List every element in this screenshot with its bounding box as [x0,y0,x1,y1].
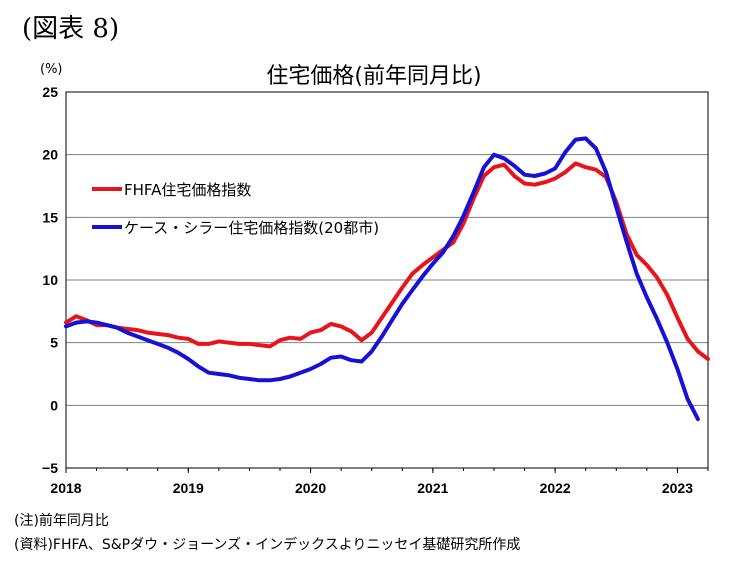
axes: 25 20 15 10 5 0 −5 2018 2019 2020 2021 2022 2023 [42,84,709,496]
legend-label-case_shiller: ケース・シラー住宅価格指数(20都市) [124,219,379,237]
x-tick-label: 2019 [173,480,204,496]
chart-title: 住宅価格(前年同月比) [266,64,482,89]
y-tick-label: 5 [50,335,58,351]
gridlines [66,91,708,469]
series-line-fhfa [64,161,710,361]
y-tick-label: 15 [42,209,58,225]
figure-label: (図表 8) [22,14,120,44]
note-line: (注)前年同月比 [14,513,109,529]
y-axis-unit: (%) [40,62,63,77]
series-lines [64,136,710,422]
y-tick-label: 25 [42,84,58,100]
x-tick-label: 2023 [662,480,693,496]
y-tick-label: 20 [42,147,58,163]
x-tick-label: 2020 [295,480,326,496]
x-tick-label: 2018 [50,480,81,496]
series-line-case_shiller [64,136,700,422]
legend-label-fhfa: FHFA住宅価格指数 [124,181,251,199]
y-tick-label: −5 [42,460,58,476]
plot-frame [65,91,709,469]
y-tick-label: 0 [50,397,58,413]
source-line: (資料)FHFA、S&Pダウ・ジョーンズ・インデックスよりニッセイ基礎研究所作成 [14,537,521,553]
x-tick-label: 2022 [540,480,571,496]
y-tick-label: 10 [42,272,58,288]
x-tick-label: 2021 [417,480,448,496]
